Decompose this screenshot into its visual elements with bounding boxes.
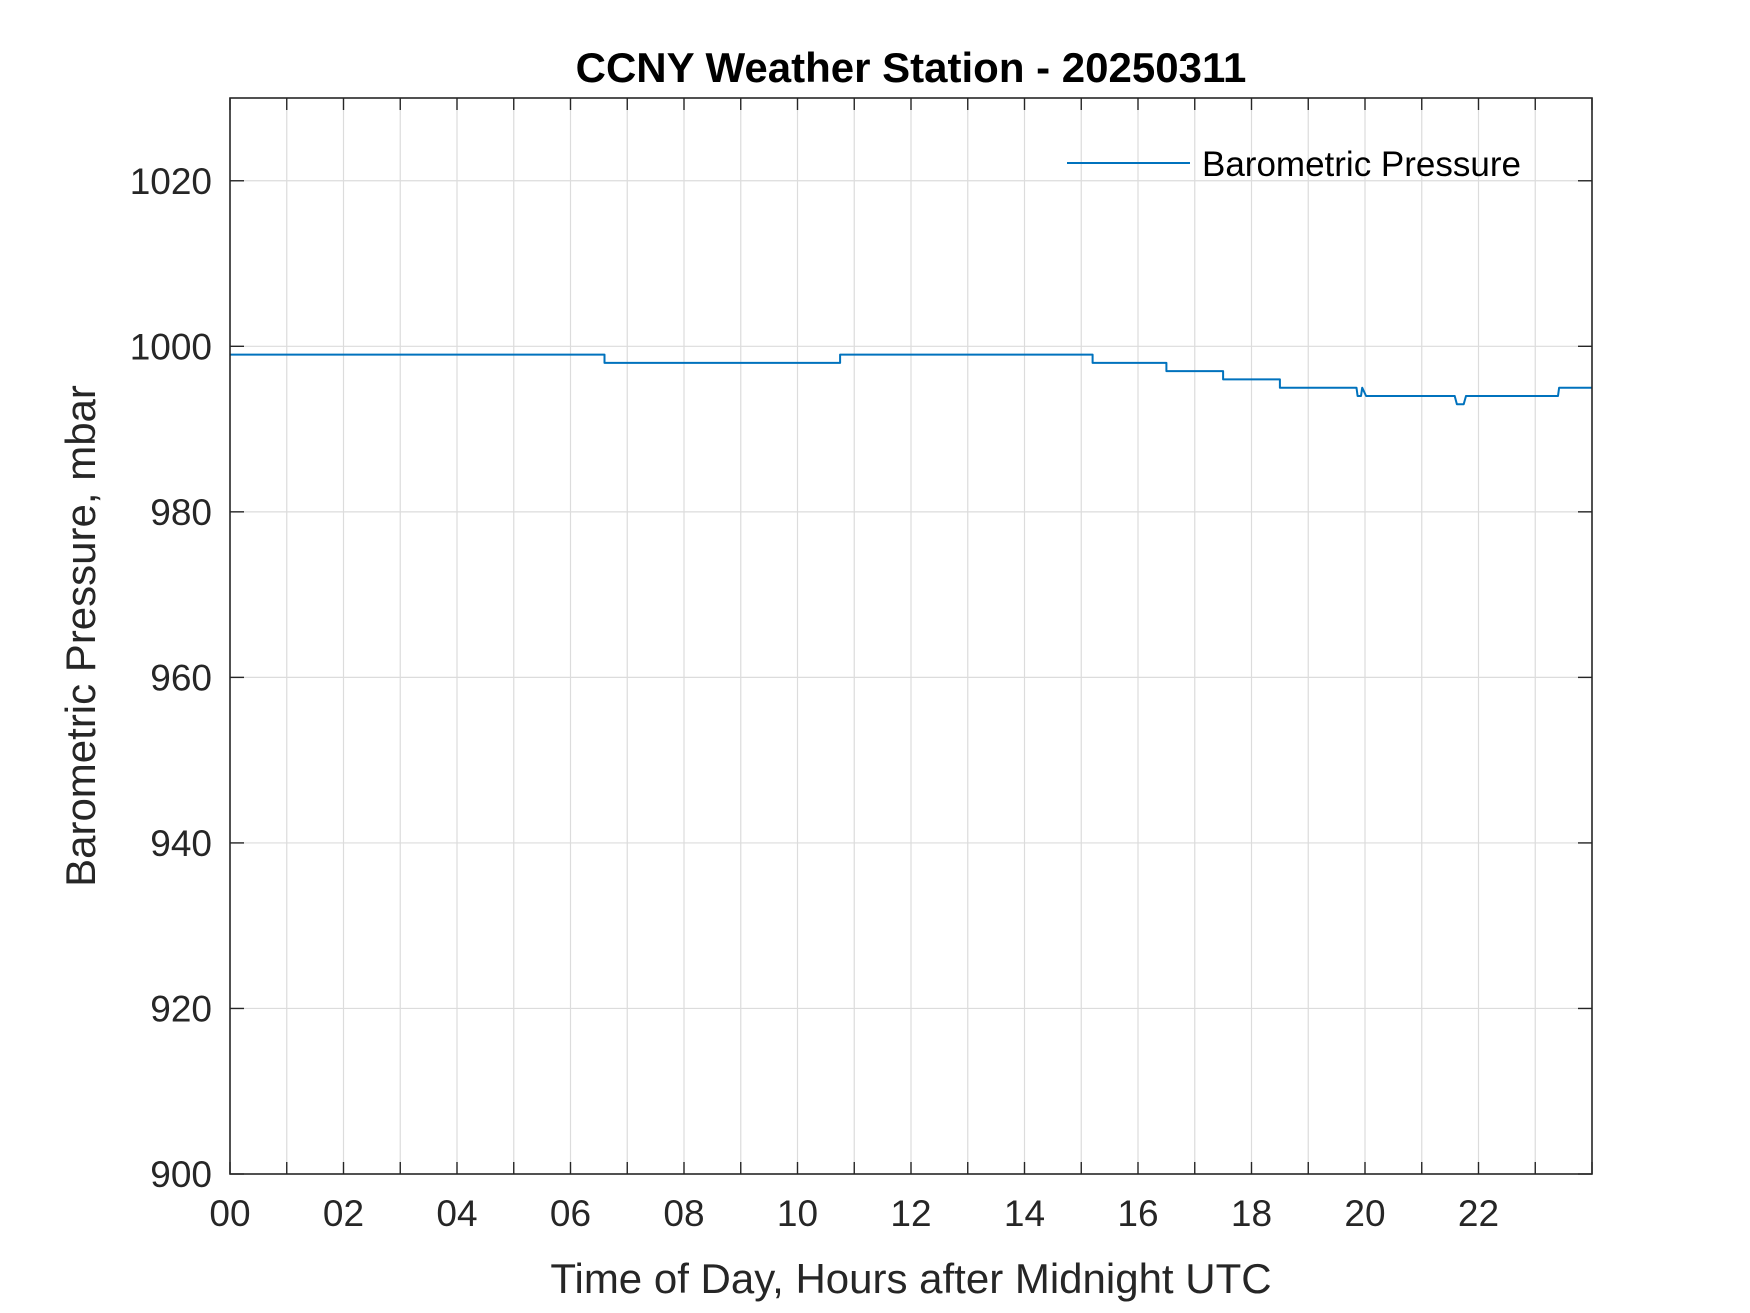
- y-tick-label: 920: [150, 988, 212, 1029]
- y-tick-label: 940: [150, 823, 212, 864]
- y-tick-label: 900: [150, 1154, 212, 1195]
- y-tick-label: 1020: [130, 161, 212, 202]
- plot-frame: [229, 97, 1593, 1175]
- x-tick-label: 12: [890, 1193, 931, 1234]
- y-tick-label: 960: [150, 657, 212, 698]
- x-tick-label: 22: [1458, 1193, 1499, 1234]
- x-tick-label: 04: [436, 1193, 477, 1234]
- x-axis-label: Time of Day, Hours after Midnight UTC: [550, 1255, 1271, 1302]
- x-tick-label: 10: [777, 1193, 818, 1234]
- x-tick-label: 14: [1004, 1193, 1045, 1234]
- y-tick-label: 1000: [130, 326, 212, 367]
- legend-label: Barometric Pressure: [1202, 145, 1521, 184]
- x-tick-label: 06: [550, 1193, 591, 1234]
- grid: [230, 98, 1592, 1174]
- y-tick-label: 980: [150, 492, 212, 533]
- chart-title: CCNY Weather Station - 20250311: [576, 44, 1247, 91]
- x-tick-label: 00: [209, 1193, 250, 1234]
- x-tick-label: 16: [1117, 1193, 1158, 1234]
- x-tick-label: 02: [323, 1193, 364, 1234]
- series-layer: [230, 353, 1592, 406]
- x-tick-label: 18: [1231, 1193, 1272, 1234]
- x-tick-label: 20: [1344, 1193, 1385, 1234]
- y-tick-labels: 900 920 940 960 980 1000 1020: [130, 161, 212, 1195]
- x-tick-labels: 00 02 04 06 08 10 12 14 16 18 20 22: [209, 1193, 1499, 1234]
- x-tick-label: 08: [663, 1193, 704, 1234]
- y-axis-label: Barometric Pressure, mbar: [57, 385, 104, 887]
- legend: Barometric Pressure: [1067, 145, 1521, 184]
- series-line: [230, 353, 1592, 406]
